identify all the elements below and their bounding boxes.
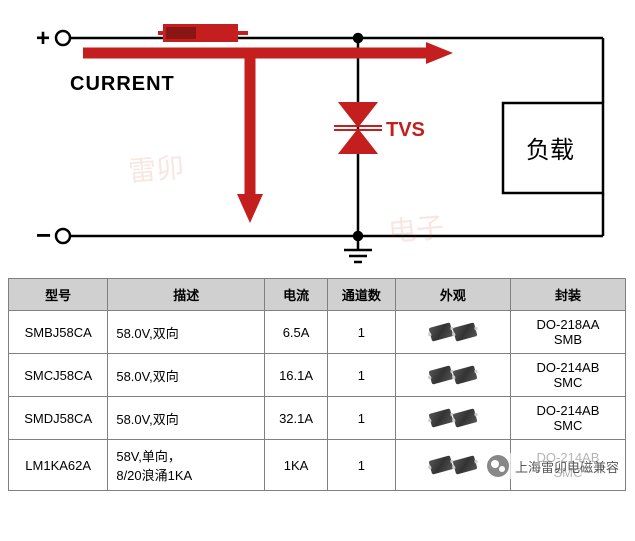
cell-model: LM1KA62A [9, 440, 108, 491]
cell-desc: 58.0V,双向 [108, 354, 265, 397]
cell-channels: 1 [327, 440, 395, 491]
cell-appearance [395, 311, 510, 354]
chip-icon [452, 322, 477, 341]
wechat-icon [487, 455, 509, 477]
circuit-diagram: 雷卯 电子 [8, 8, 626, 268]
cell-package: DO-214ABSMC [510, 354, 625, 397]
chip-icon [452, 455, 477, 474]
chip-icon [428, 408, 453, 427]
cell-model: SMBJ58CA [9, 311, 108, 354]
col-current: 电流 [265, 279, 328, 311]
cell-current: 1KA [265, 440, 328, 491]
cell-model: SMDJ58CA [9, 397, 108, 440]
cell-channels: 1 [327, 354, 395, 397]
cell-appearance [395, 397, 510, 440]
chip-icon [452, 408, 477, 427]
col-package: 封装 [510, 279, 625, 311]
component-chip-icons [400, 368, 506, 382]
fuse-symbol [158, 24, 248, 42]
chip-icon [428, 365, 453, 384]
col-channels: 通道数 [327, 279, 395, 311]
col-appearance: 外观 [395, 279, 510, 311]
cell-desc: 58V,单向，8/20浪涌1KA [108, 440, 265, 491]
cell-package: DO-218AASMB [510, 311, 625, 354]
chip-icon [428, 322, 453, 341]
wechat-attribution: 上海雷卯电磁兼容 [481, 453, 625, 479]
circuit-svg: + − CURRENT TVS 负载 [8, 8, 626, 268]
table-row: SMCJ58CA58.0V,双向16.1A1 DO-214ABSMC [9, 354, 626, 397]
plus-terminal-label: + [36, 25, 50, 52]
minus-terminal-label: − [36, 220, 51, 250]
cell-appearance [395, 354, 510, 397]
table-row: SMBJ58CA58.0V,双向6.5A1 DO-218AASMB [9, 311, 626, 354]
table-row: SMDJ58CA58.0V,双向32.1A1 DO-214ABSMC [9, 397, 626, 440]
cell-current: 16.1A [265, 354, 328, 397]
col-desc: 描述 [108, 279, 265, 311]
cell-desc: 58.0V,双向 [108, 311, 265, 354]
chip-icon [452, 365, 477, 384]
cell-channels: 1 [327, 397, 395, 440]
component-chip-icons [400, 325, 506, 339]
table-header-row: 型号 描述 电流 通道数 外观 封装 [9, 279, 626, 311]
cell-current: 32.1A [265, 397, 328, 440]
wechat-label: 上海雷卯电磁兼容 [515, 457, 619, 476]
current-label: CURRENT [70, 73, 175, 95]
cell-desc: 58.0V,双向 [108, 397, 265, 440]
chip-icon [428, 455, 453, 474]
tvs-label: TVS [386, 119, 425, 141]
load-label: 负载 [526, 137, 574, 164]
cell-package: DO-214ABSMC [510, 397, 625, 440]
component-chip-icons [400, 411, 506, 425]
cell-channels: 1 [327, 311, 395, 354]
cell-model: SMCJ58CA [9, 354, 108, 397]
col-model: 型号 [9, 279, 108, 311]
cell-current: 6.5A [265, 311, 328, 354]
